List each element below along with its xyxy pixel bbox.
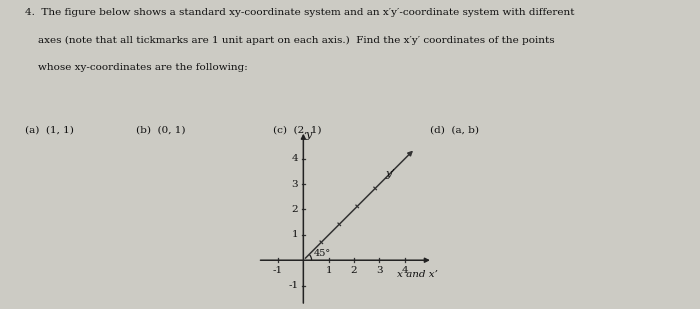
Text: 1: 1 <box>326 266 332 275</box>
Text: 3: 3 <box>292 180 298 188</box>
Text: (a)  (1, 1): (a) (1, 1) <box>25 125 74 134</box>
Text: whose xy-coordinates are the following:: whose xy-coordinates are the following: <box>38 63 248 72</box>
Text: 3: 3 <box>376 266 383 275</box>
Text: (d)  (a, b): (d) (a, b) <box>430 125 480 134</box>
Text: y: y <box>306 129 312 140</box>
Text: x and x’: x and x’ <box>397 270 438 279</box>
Text: 4: 4 <box>292 154 298 163</box>
Text: axes (note that all tickmarks are 1 unit apart on each axis.)  Find the x′y′ coo: axes (note that all tickmarks are 1 unit… <box>38 36 555 45</box>
Text: 1: 1 <box>292 230 298 239</box>
Text: -1: -1 <box>273 266 283 275</box>
Text: (c)  (2, 1): (c) (2, 1) <box>273 125 321 134</box>
Text: 2: 2 <box>292 205 298 214</box>
Text: y’: y’ <box>386 169 395 179</box>
Text: 4: 4 <box>402 266 408 275</box>
Text: 2: 2 <box>351 266 358 275</box>
Text: 45°: 45° <box>314 249 331 258</box>
Text: (b)  (0, 1): (b) (0, 1) <box>136 125 186 134</box>
Text: 4.  The figure below shows a standard xy-coordinate system and an x′y′-coordinat: 4. The figure below shows a standard xy-… <box>25 8 574 17</box>
Text: -1: -1 <box>288 281 298 290</box>
